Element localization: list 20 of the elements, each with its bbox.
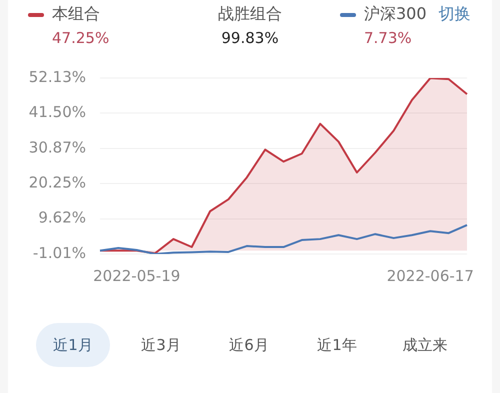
- legend-label: 沪深300: [364, 4, 427, 23]
- text: 近1年: [316, 335, 358, 356]
- y-tick-label: 9.62%: [38, 208, 86, 227]
- text: 7.73%: [363, 29, 413, 47]
- legend-label: 本组合: [51, 4, 101, 25]
- x-tick-label: 2022-05-19: [93, 266, 180, 285]
- text: 近3月: [140, 335, 182, 356]
- text: 切换: [438, 4, 471, 23]
- y-tick-label: 30.87%: [28, 138, 86, 156]
- y-tick-label: 41.50%: [28, 103, 86, 122]
- text: 成立来: [402, 335, 448, 356]
- y-tick-label: 20.25%: [28, 173, 86, 192]
- text: 47.25%: [51, 29, 110, 47]
- x-tick-label: 2022-06-17: [386, 266, 474, 285]
- text: 近6月: [228, 335, 270, 356]
- y-tick-label: -1.01%: [32, 244, 86, 262]
- y-tick-label: 52.13%: [28, 68, 86, 86]
- text: 近1月: [36, 323, 110, 367]
- text: 99.83%: [220, 29, 280, 47]
- text: 战胜组合: [217, 4, 283, 25]
